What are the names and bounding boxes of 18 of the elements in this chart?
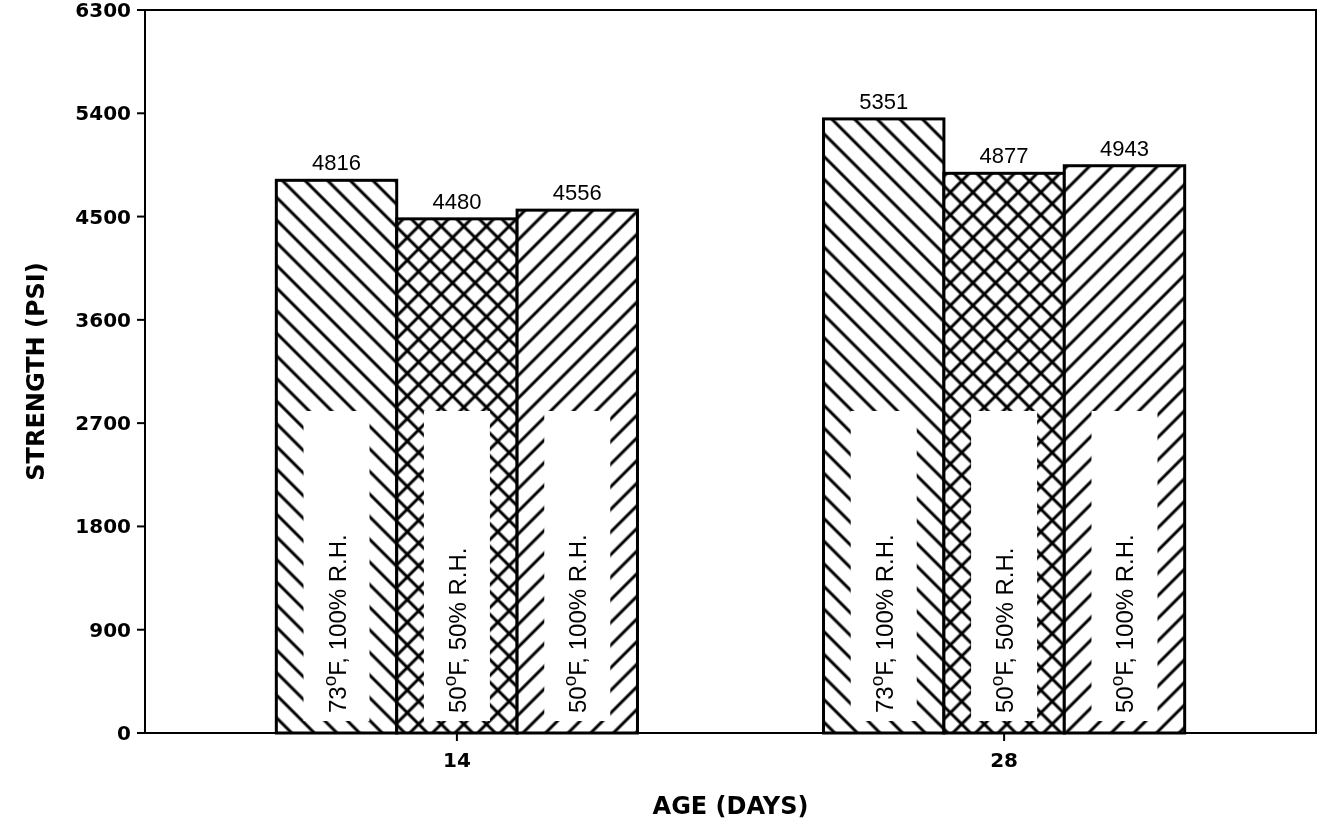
y-tick-label: 4500 <box>75 204 131 229</box>
data-label: 5351 <box>859 88 909 114</box>
y-tick-label: 1800 <box>75 514 131 539</box>
y-tick-label: 2700 <box>75 411 131 436</box>
y-tick-label: 0 <box>117 721 131 745</box>
y-tick-label: 900 <box>89 617 131 642</box>
data-label: 4816 <box>312 150 361 176</box>
data-label: 4877 <box>979 143 1029 169</box>
data-label: 4480 <box>432 188 482 214</box>
data-label: 4943 <box>1100 135 1149 161</box>
y-axis-title: STRENGTH (PSI) <box>22 262 50 481</box>
y-tick-label: 6300 <box>75 0 131 22</box>
x-tick-label: 28 <box>990 748 1019 772</box>
y-tick-label: 5400 <box>75 101 131 126</box>
data-label: 4556 <box>552 180 602 206</box>
x-tick-label: 14 <box>442 748 471 772</box>
y-tick-label: 3600 <box>75 307 131 332</box>
x-axis-title: AGE (DAYS) <box>652 792 809 820</box>
